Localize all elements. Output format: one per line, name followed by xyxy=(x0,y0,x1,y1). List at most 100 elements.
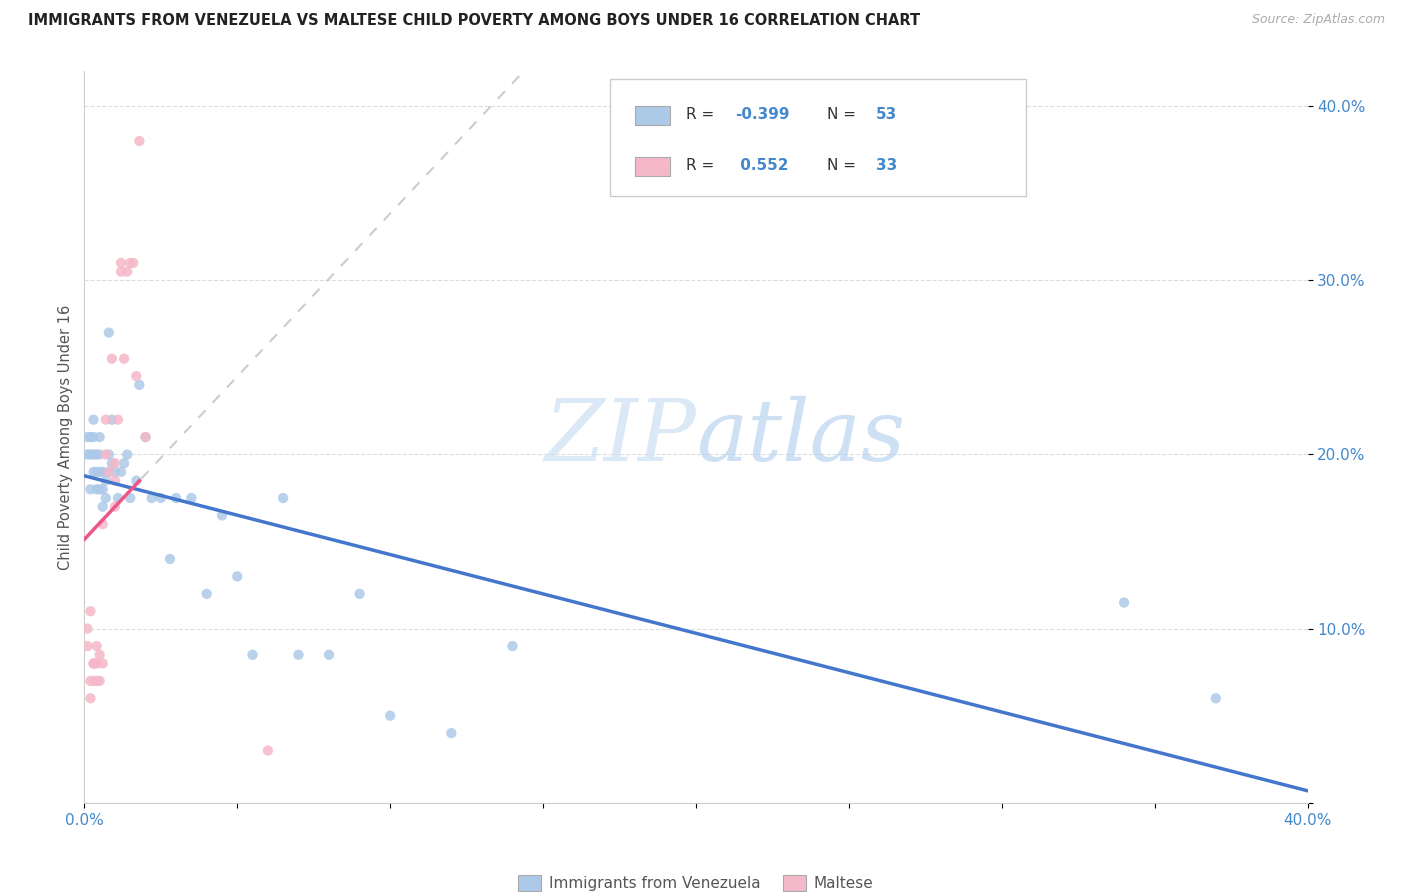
Point xyxy=(83,412,105,426)
Y-axis label: Child Poverty Among Boys Under 16: Child Poverty Among Boys Under 16 xyxy=(58,304,73,570)
Point xyxy=(91,517,114,532)
Text: ZIP: ZIP xyxy=(544,396,696,478)
Point xyxy=(94,491,117,505)
Point xyxy=(97,465,120,479)
Point xyxy=(86,448,108,462)
Text: IMMIGRANTS FROM VENEZUELA VS MALTESE CHILD POVERTY AMONG BOYS UNDER 16 CORRELATI: IMMIGRANTS FROM VENEZUELA VS MALTESE CHI… xyxy=(28,13,921,29)
Point xyxy=(101,412,124,426)
Point xyxy=(86,639,108,653)
Point xyxy=(125,369,148,384)
Point xyxy=(89,648,111,662)
Text: N =: N = xyxy=(827,159,860,173)
Point xyxy=(94,474,117,488)
Point xyxy=(242,648,264,662)
Point xyxy=(440,726,463,740)
Point xyxy=(91,500,114,514)
Point xyxy=(110,265,132,279)
Text: 0.552: 0.552 xyxy=(735,159,789,173)
Point xyxy=(120,491,142,505)
Point xyxy=(149,491,172,505)
Point xyxy=(86,673,108,688)
Point xyxy=(271,491,294,505)
Point xyxy=(502,639,524,653)
Legend: Immigrants from Venezuela, Maltese: Immigrants from Venezuela, Maltese xyxy=(512,869,880,892)
Point xyxy=(257,743,280,757)
Point xyxy=(104,465,127,479)
Point xyxy=(91,465,114,479)
Point xyxy=(115,448,138,462)
Point xyxy=(89,483,111,497)
Point xyxy=(380,708,402,723)
Point xyxy=(110,256,132,270)
Point xyxy=(107,491,129,505)
Point xyxy=(79,483,101,497)
Point xyxy=(83,430,105,444)
Point xyxy=(120,256,142,270)
Point xyxy=(128,377,150,392)
Point xyxy=(76,639,98,653)
Point xyxy=(1205,691,1227,706)
Point xyxy=(83,465,105,479)
Point xyxy=(159,552,181,566)
Point xyxy=(135,430,157,444)
Point xyxy=(91,657,114,671)
Point xyxy=(89,430,111,444)
Point xyxy=(83,657,105,671)
Text: R =: R = xyxy=(686,107,720,122)
Point xyxy=(1114,595,1136,609)
Point xyxy=(180,491,202,505)
Point xyxy=(79,430,101,444)
Point xyxy=(91,483,114,497)
Point xyxy=(104,456,127,470)
Point xyxy=(112,456,135,470)
Point xyxy=(79,604,101,618)
Point xyxy=(89,673,111,688)
Point xyxy=(83,673,105,688)
Point xyxy=(101,456,124,470)
Point xyxy=(79,448,101,462)
Point xyxy=(104,474,127,488)
Point xyxy=(97,448,120,462)
Point xyxy=(76,448,98,462)
FancyBboxPatch shape xyxy=(636,105,671,125)
Text: -0.399: -0.399 xyxy=(735,107,790,122)
Point xyxy=(89,465,111,479)
Point xyxy=(83,448,105,462)
Point xyxy=(141,491,163,505)
Point xyxy=(89,448,111,462)
Point xyxy=(94,448,117,462)
Point xyxy=(122,256,145,270)
Point xyxy=(97,326,120,340)
Point xyxy=(112,351,135,366)
Point xyxy=(76,622,98,636)
Text: atlas: atlas xyxy=(696,396,905,478)
Point xyxy=(97,465,120,479)
Point xyxy=(226,569,249,583)
Point xyxy=(79,691,101,706)
Point xyxy=(125,474,148,488)
Point xyxy=(318,648,340,662)
Point xyxy=(104,500,127,514)
Point xyxy=(86,483,108,497)
Point xyxy=(107,412,129,426)
FancyBboxPatch shape xyxy=(610,78,1026,195)
Text: N =: N = xyxy=(827,107,860,122)
FancyBboxPatch shape xyxy=(636,157,671,176)
Point xyxy=(76,430,98,444)
Point xyxy=(349,587,371,601)
Text: 33: 33 xyxy=(876,159,897,173)
Point xyxy=(135,430,157,444)
Point xyxy=(101,351,124,366)
Point xyxy=(128,134,150,148)
Point xyxy=(86,465,108,479)
Point xyxy=(211,508,233,523)
Point xyxy=(86,657,108,671)
Point xyxy=(83,657,105,671)
Point xyxy=(287,648,309,662)
Point xyxy=(110,465,132,479)
Text: R =: R = xyxy=(686,159,724,173)
Point xyxy=(94,412,117,426)
Point xyxy=(79,673,101,688)
Point xyxy=(195,587,218,601)
Point xyxy=(165,491,187,505)
